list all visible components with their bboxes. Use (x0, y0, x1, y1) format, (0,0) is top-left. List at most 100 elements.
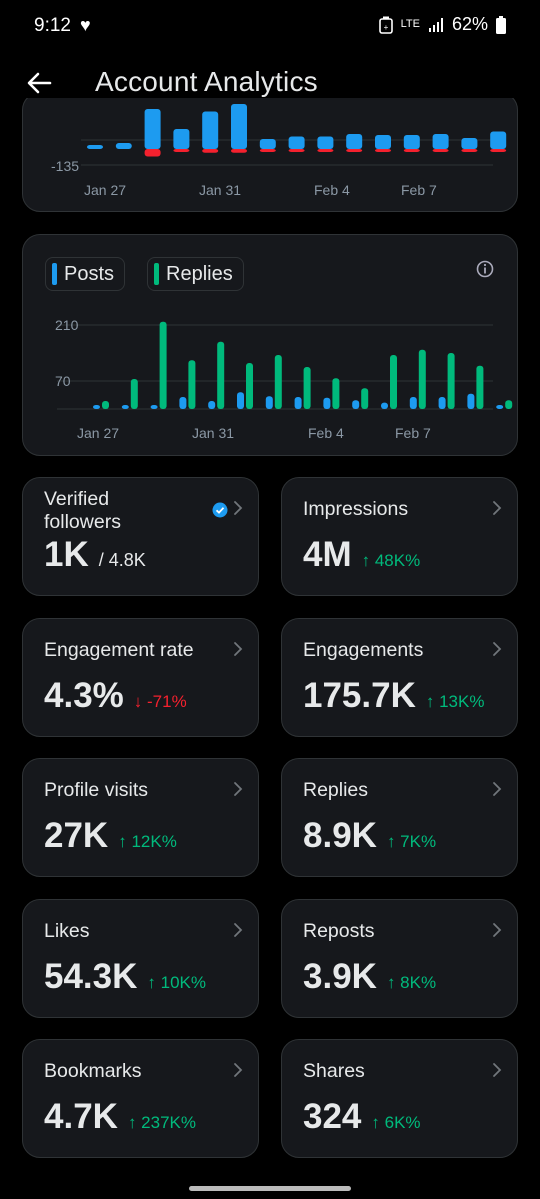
bar-posts (93, 405, 100, 409)
tile-label: Verified followers (44, 488, 121, 533)
signal-icon (428, 17, 443, 32)
tile-value-row: 54.3K ↑ 10K% (44, 957, 206, 997)
legend-posts-swatch (52, 263, 57, 285)
bar-positive (403, 135, 420, 149)
y-tick-label: -135 (51, 158, 79, 174)
bar-posts (352, 400, 360, 409)
bar-replies (476, 365, 484, 409)
bar-positive (288, 136, 305, 149)
x-tick-label: Jan 27 (84, 182, 126, 198)
tile-profile-visits[interactable]: Profile visits 27K ↑ 12K% (22, 758, 259, 877)
battery-saver-icon: + (378, 16, 393, 34)
net-follows-chart-card: -135 Jan 27 Jan 31 Feb 4 Feb 7 (22, 92, 518, 212)
bar-negative (461, 149, 478, 152)
bar-replies (159, 321, 167, 409)
legend-replies-chip[interactable]: Replies (147, 257, 244, 291)
tile-likes[interactable]: Likes 54.3K ↑ 10K% (22, 898, 259, 1018)
bar-posts (294, 397, 302, 409)
tile-label: Bookmarks (44, 1060, 142, 1082)
y-tick-label: 70 (55, 373, 71, 389)
gesture-nav-bar[interactable] (189, 1186, 351, 1191)
legend-replies-label: Replies (166, 262, 233, 285)
bar-positive (87, 145, 103, 149)
tile-value-row: 3.9K ↑ 8K% (303, 957, 436, 997)
legend-posts-chip[interactable]: Posts (45, 257, 126, 291)
bar-posts (409, 397, 417, 409)
bar-negative (490, 149, 507, 152)
bar-replies (130, 379, 138, 409)
tile-bookmarks[interactable]: Bookmarks 4.7K ↑ 237K% (22, 1039, 259, 1158)
x-tick-label: Jan 31 (199, 182, 241, 198)
info-icon[interactable] (475, 259, 495, 279)
posts-replies-chart-card: Posts Replies 210 70 Jan 27 Jan 31 Feb 4 Feb … (22, 234, 518, 456)
tile-delta: ↓ -71% (133, 691, 187, 711)
bar-replies (217, 341, 225, 409)
x-tick-label: Feb 7 (395, 425, 431, 441)
bar-positive (346, 134, 363, 149)
bar-replies (274, 355, 282, 409)
tile-replies[interactable]: Replies 8.9K ↑ 7K% (281, 758, 518, 877)
tile-value-row: 8.9K ↑ 7K% (303, 816, 436, 856)
status-bar: 9:12 ♥ + LTE 62% (0, 0, 540, 52)
bar-negative (173, 149, 190, 152)
tile-delta: ↑ 7K% (386, 832, 437, 851)
bar-posts (381, 402, 388, 409)
bar-replies (102, 401, 109, 409)
tile-reposts[interactable]: Reposts 3.9K ↑ 8K% (281, 898, 518, 1018)
chevron-right-icon (493, 922, 502, 937)
chevron-right-icon (234, 922, 243, 937)
bar-negative (375, 149, 391, 152)
y-tick-label: 210 (55, 317, 79, 333)
net-follows-chart: -135 Jan 27 Jan 31 Feb 4 Feb 7 (51, 104, 507, 198)
bar-negative (144, 149, 161, 157)
tile-engagements[interactable]: Engagements 175.7K ↑ 13K% (281, 617, 518, 737)
tile-value-row: 4.7K ↑ 237K% (44, 1097, 196, 1137)
bar-negative (403, 149, 420, 152)
x-tick-label: Feb 7 (401, 182, 437, 198)
chevron-right-icon (234, 641, 243, 656)
x-tick-label: Jan 31 (192, 425, 234, 441)
bar-replies (332, 378, 340, 409)
bar-posts (208, 401, 216, 409)
x-tick-label: Jan 27 (77, 425, 119, 441)
tile-shares[interactable]: Shares 324 ↑ 6K% (281, 1039, 518, 1158)
tile-value: 4.7K (44, 1097, 118, 1136)
tile-delta: ↑ 237K% (127, 1113, 196, 1132)
tile-delta: ↑ 8K% (386, 972, 437, 992)
tile-value: 4.3% (44, 675, 124, 715)
bar-negative (288, 149, 305, 152)
tile-label: Profile visits (44, 779, 149, 801)
bar-replies (303, 367, 311, 409)
bar-replies (246, 363, 253, 409)
bar-negative (346, 149, 363, 152)
bar-negative (432, 149, 449, 152)
x-tick-label: Feb 4 (314, 182, 350, 198)
bar-positive (144, 109, 161, 149)
bar-replies (505, 400, 513, 409)
tile-value: 1K (44, 535, 89, 574)
tile-value: 8.9K (303, 816, 377, 855)
tile-total: / 4.8K (98, 550, 146, 570)
tile-verified-followers[interactable]: Verified followers 1K / 4.8K (22, 477, 259, 596)
battery-icon (496, 15, 506, 34)
bar-posts (265, 396, 273, 409)
back-arrow-icon[interactable] (24, 68, 54, 98)
tile-label: Engagement rate (44, 638, 194, 661)
tile-impressions[interactable]: Impressions 4M ↑ 48K% (281, 477, 518, 596)
bar-posts (121, 405, 129, 409)
bar-posts (323, 397, 331, 409)
tile-value-row: 1K / 4.8K (44, 535, 146, 575)
svg-text:+: + (383, 23, 388, 32)
bar-posts (179, 397, 187, 409)
chart-legend: Posts Replies (45, 257, 244, 291)
tile-value-row: 27K ↑ 12K% (44, 816, 177, 856)
bar-negative (317, 149, 334, 152)
bar-negative (259, 149, 276, 152)
bar-positive (115, 143, 132, 149)
chevron-right-icon (493, 641, 502, 656)
bar-positive (231, 104, 247, 149)
chevron-right-icon (234, 501, 243, 515)
tile-engagement-rate[interactable]: Engagement rate 4.3% ↓ -71% (22, 617, 259, 737)
tile-value-row: 324 ↑ 6K% (303, 1097, 421, 1137)
tile-label: Reposts (303, 919, 375, 942)
